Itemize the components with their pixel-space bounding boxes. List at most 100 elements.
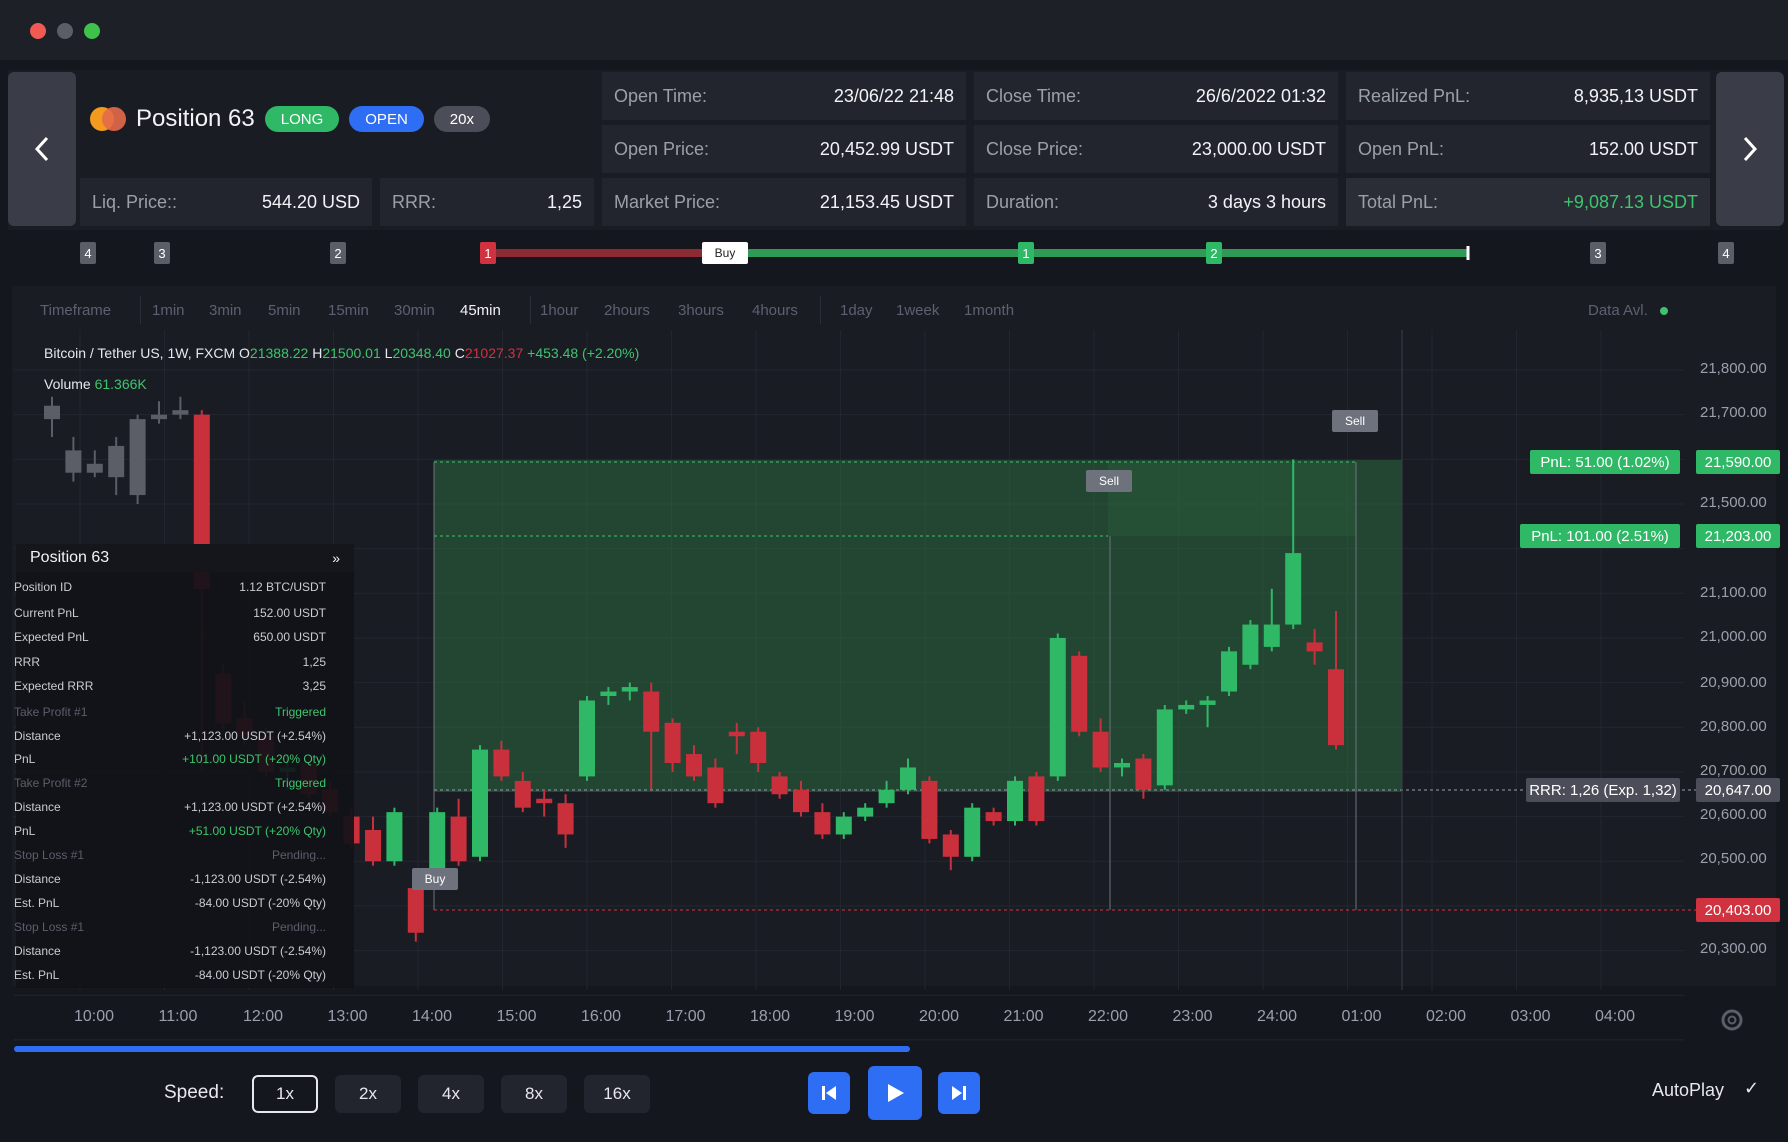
tp-marker-1[interactable]: 1 <box>1018 242 1034 264</box>
row-value: +1,123.00 USDT (+2.54%) <box>184 729 326 743</box>
sl-marker-4[interactable]: 4 <box>80 242 96 264</box>
volume-legend: Volume 61.366K <box>44 376 147 392</box>
row-value: +101.00 USDT (+20% Qty) <box>182 752 326 766</box>
tf-1week[interactable]: 1week <box>896 302 940 319</box>
x-axis-tick: 22:00 <box>1088 1008 1129 1025</box>
tp-marker-4[interactable]: 4 <box>1718 242 1734 264</box>
liq-price-value: 544.20 USD <box>261 191 360 212</box>
row-label: PnL <box>14 824 36 838</box>
speed-1x-button[interactable]: 1x <box>252 1075 318 1113</box>
tf-5min[interactable]: 5min <box>268 302 301 319</box>
close-price-label: Close Price: <box>986 138 1084 159</box>
pnl-annotation-tp2: PnL: 51.00 (1.02%) <box>1530 450 1680 474</box>
sl-marker-1[interactable]: 1 <box>480 242 496 264</box>
speed-16x-button[interactable]: 16x <box>584 1075 650 1113</box>
row-label: Stop Loss #1 <box>14 848 85 862</box>
realized-pnl-cell: Realized PnL: 8,935,13 USDT <box>1346 72 1710 120</box>
x-axis-tick: 13:00 <box>327 1008 368 1025</box>
entry-buy-marker[interactable]: Buy <box>702 242 748 264</box>
row-label: Current PnL <box>14 606 79 620</box>
pnl-annotation-tp1: PnL: 101.00 (2.51%) <box>1520 524 1680 548</box>
next-position-button[interactable] <box>1716 72 1784 226</box>
row-value: Triggered <box>275 705 326 719</box>
close-window-dot[interactable] <box>30 23 46 39</box>
tf-45min[interactable]: 45min <box>460 302 501 319</box>
open-pnl-value: 152.00 USDT <box>1588 138 1698 159</box>
speed-4x-button[interactable]: 4x <box>418 1075 484 1113</box>
data-available-dot-icon <box>1660 307 1668 315</box>
position-detail-row: Position ID 1.12 BTC/USDT <box>14 580 338 594</box>
y-axis-tick: 21,500.00 <box>1700 494 1767 511</box>
position-detail-row: Distance -1,123.00 USDT (-2.54%) <box>14 944 338 958</box>
skip-forward-button[interactable] <box>938 1072 980 1114</box>
position-detail-row: Stop Loss #1 Pending... <box>14 920 338 934</box>
minimize-window-dot[interactable] <box>57 23 73 39</box>
close-time-value: 26/6/2022 01:32 <box>1195 85 1326 106</box>
tf-3min[interactable]: 3min <box>209 302 242 319</box>
symbol-name: Bitcoin / Tether US, 1W, FXCM <box>44 345 236 361</box>
tp-marker-2[interactable]: 2 <box>1206 242 1222 264</box>
position-title-group: Position 63 LONG OPEN 20x <box>90 105 490 133</box>
tf-15min[interactable]: 15min <box>328 302 369 319</box>
ohlc-high-label: H <box>312 345 323 361</box>
x-axis-tick: 17:00 <box>665 1008 706 1025</box>
position-detail-row: RRR 1,25 <box>14 655 338 669</box>
open-time-label: Open Time: <box>614 85 708 106</box>
chart-legend: Bitcoin / Tether US, 1W, FXCM O21388.22 … <box>44 345 639 361</box>
settings-gear-icon[interactable] <box>1718 1006 1746 1034</box>
row-label: Distance <box>14 872 61 886</box>
x-axis-tick: 01:00 <box>1341 1008 1382 1025</box>
tf-1month[interactable]: 1month <box>964 302 1015 319</box>
skip-back-button[interactable] <box>808 1072 850 1114</box>
position-title: Position 63 <box>136 105 255 132</box>
chevron-left-icon <box>34 136 49 162</box>
row-label: Est. PnL <box>14 896 60 910</box>
y-axis-tick: 21,700.00 <box>1700 404 1767 421</box>
tf-2hours[interactable]: 2hours <box>604 302 650 319</box>
long-badge: LONG <box>264 106 340 132</box>
maximize-window-dot[interactable] <box>84 23 100 39</box>
open-price-label: Open Price: <box>614 138 710 159</box>
ohlc-open-value: 21388.22 <box>249 345 309 361</box>
duration-value: 3 days 3 hours <box>1207 191 1326 212</box>
row-value: +1,123.00 USDT (+2.54%) <box>184 800 326 814</box>
tf-4hours[interactable]: 4hours <box>752 302 798 319</box>
tf-3hours[interactable]: 3hours <box>678 302 724 319</box>
row-label: Distance <box>14 800 61 814</box>
tp-marker-3[interactable]: 3 <box>1590 242 1606 264</box>
y-axis-tick: 21,100.00 <box>1700 584 1767 601</box>
autoplay-checkbox[interactable]: ✓ <box>1744 1078 1760 1098</box>
speed-8x-button[interactable]: 8x <box>501 1075 567 1113</box>
y-axis-tick: 20,600.00 <box>1700 806 1767 823</box>
tf-1hour[interactable]: 1hour <box>540 302 579 319</box>
previous-position-button[interactable] <box>8 72 76 226</box>
x-axis-tick: 15:00 <box>496 1008 537 1025</box>
price-tag-21203: 21,203.00 <box>1696 524 1780 548</box>
tf-1min[interactable]: 1min <box>152 302 185 319</box>
sell-trade-label-2: Sell <box>1332 410 1378 432</box>
position-detail-row: Stop Loss #1 Pending... <box>14 848 338 862</box>
sell-trade-label-1: Sell <box>1086 470 1132 492</box>
open-badge: OPEN <box>349 106 424 132</box>
play-button[interactable] <box>868 1066 922 1120</box>
duration-label: Duration: <box>986 191 1060 212</box>
volume-value: 61.366K <box>94 376 147 392</box>
row-value: -84.00 USDT (-20% Qty) <box>194 896 326 910</box>
tf-30min[interactable]: 30min <box>394 302 435 319</box>
speed-2x-button[interactable]: 2x <box>335 1075 401 1113</box>
position-detail-header[interactable]: Position 63 » <box>16 544 354 572</box>
tf-1day[interactable]: 1day <box>840 302 873 319</box>
close-price-value: 23,000.00 USDT <box>1191 138 1326 159</box>
speed-label: Speed: <box>164 1082 225 1103</box>
y-axis-tick: 20,900.00 <box>1700 674 1767 691</box>
total-pnl-value: +9,087.13 USDT <box>1563 191 1698 212</box>
collapse-chevron-icon[interactable]: » <box>332 550 340 566</box>
playback-progress[interactable] <box>14 1046 911 1052</box>
y-axis-tick: 20,300.00 <box>1700 940 1767 957</box>
open-price-value: 20,452.99 USDT <box>819 138 954 159</box>
sl-marker-2[interactable]: 2 <box>330 242 346 264</box>
ohlc-open-label: O <box>239 345 250 361</box>
x-axis-tick: 12:00 <box>243 1008 284 1025</box>
price-tag-20647: 20,647.00 <box>1696 778 1780 802</box>
sl-marker-3[interactable]: 3 <box>154 242 170 264</box>
